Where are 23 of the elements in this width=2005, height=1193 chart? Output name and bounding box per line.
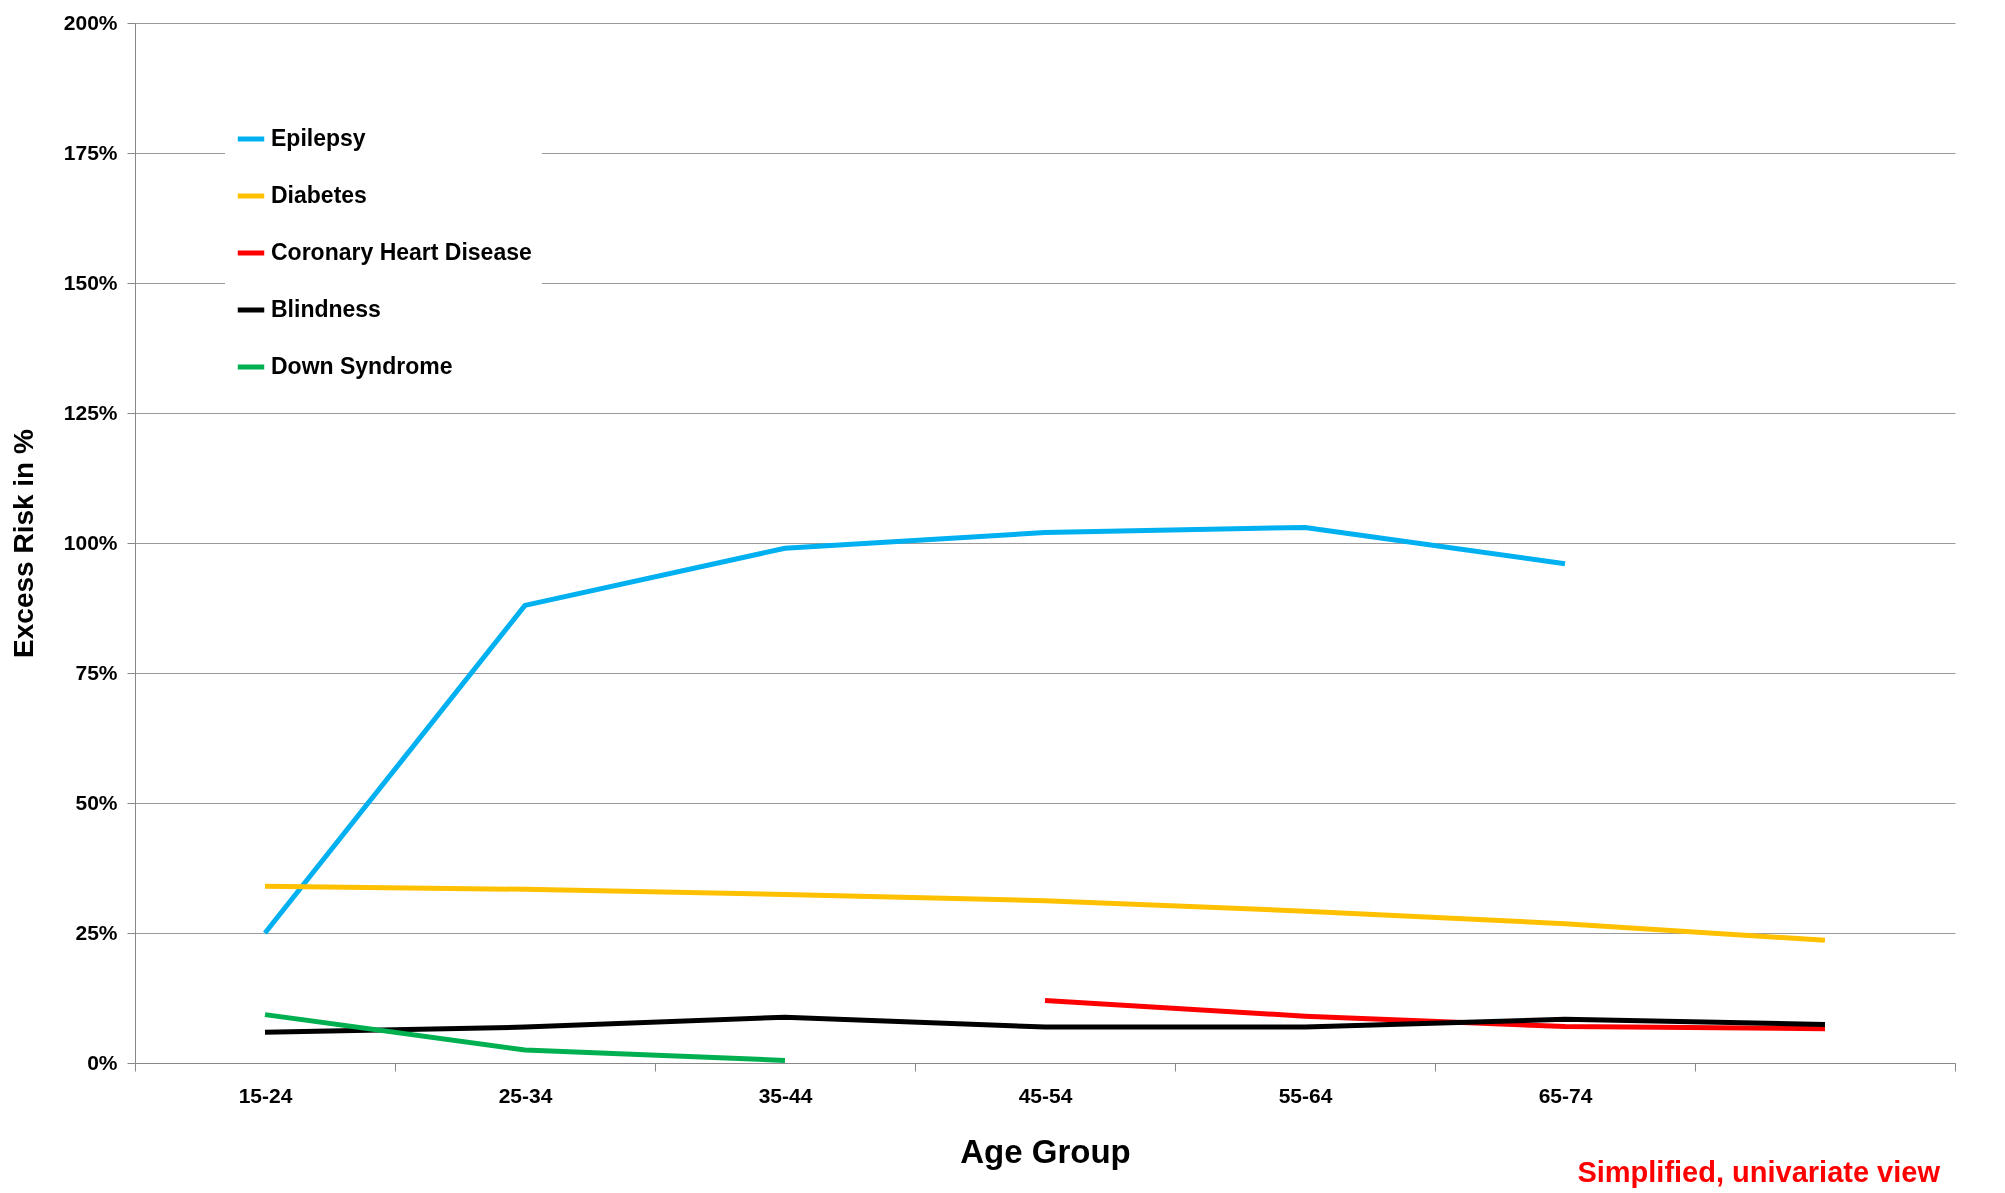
legend-label: Coronary Heart Disease <box>271 239 532 265</box>
y-axis-title: Excess Risk in % <box>7 429 39 658</box>
x-tick-label: 55-64 <box>1278 1083 1333 1107</box>
legend-label: Diabetes <box>271 182 367 208</box>
y-tick-label: 125% <box>63 400 118 424</box>
y-tick-label: 50% <box>75 790 118 814</box>
y-tick-label: 25% <box>75 920 118 944</box>
y-tick-label: 150% <box>63 270 118 294</box>
x-tick-label: 15-24 <box>238 1083 293 1107</box>
text: Simplified, univariate view <box>1577 1156 1941 1188</box>
legend-label: Down Syndrome <box>271 353 453 379</box>
x-tick-label: 45-54 <box>1018 1083 1073 1107</box>
x-axis-title: Age Group <box>960 1132 1131 1170</box>
y-tick-label: 0% <box>87 1050 118 1074</box>
y-tick-label: 175% <box>63 140 118 164</box>
y-tick-label: 100% <box>63 530 118 554</box>
x-tick-label: 35-44 <box>758 1083 813 1107</box>
x-tick-label: 25-34 <box>498 1083 553 1107</box>
y-tick-label: 200% <box>63 10 118 34</box>
legend-label: Blindness <box>271 296 381 322</box>
y-tick-label: 75% <box>75 660 118 684</box>
legend-label: Epilepsy <box>271 125 366 151</box>
x-tick-label: 65-74 <box>1538 1083 1593 1107</box>
